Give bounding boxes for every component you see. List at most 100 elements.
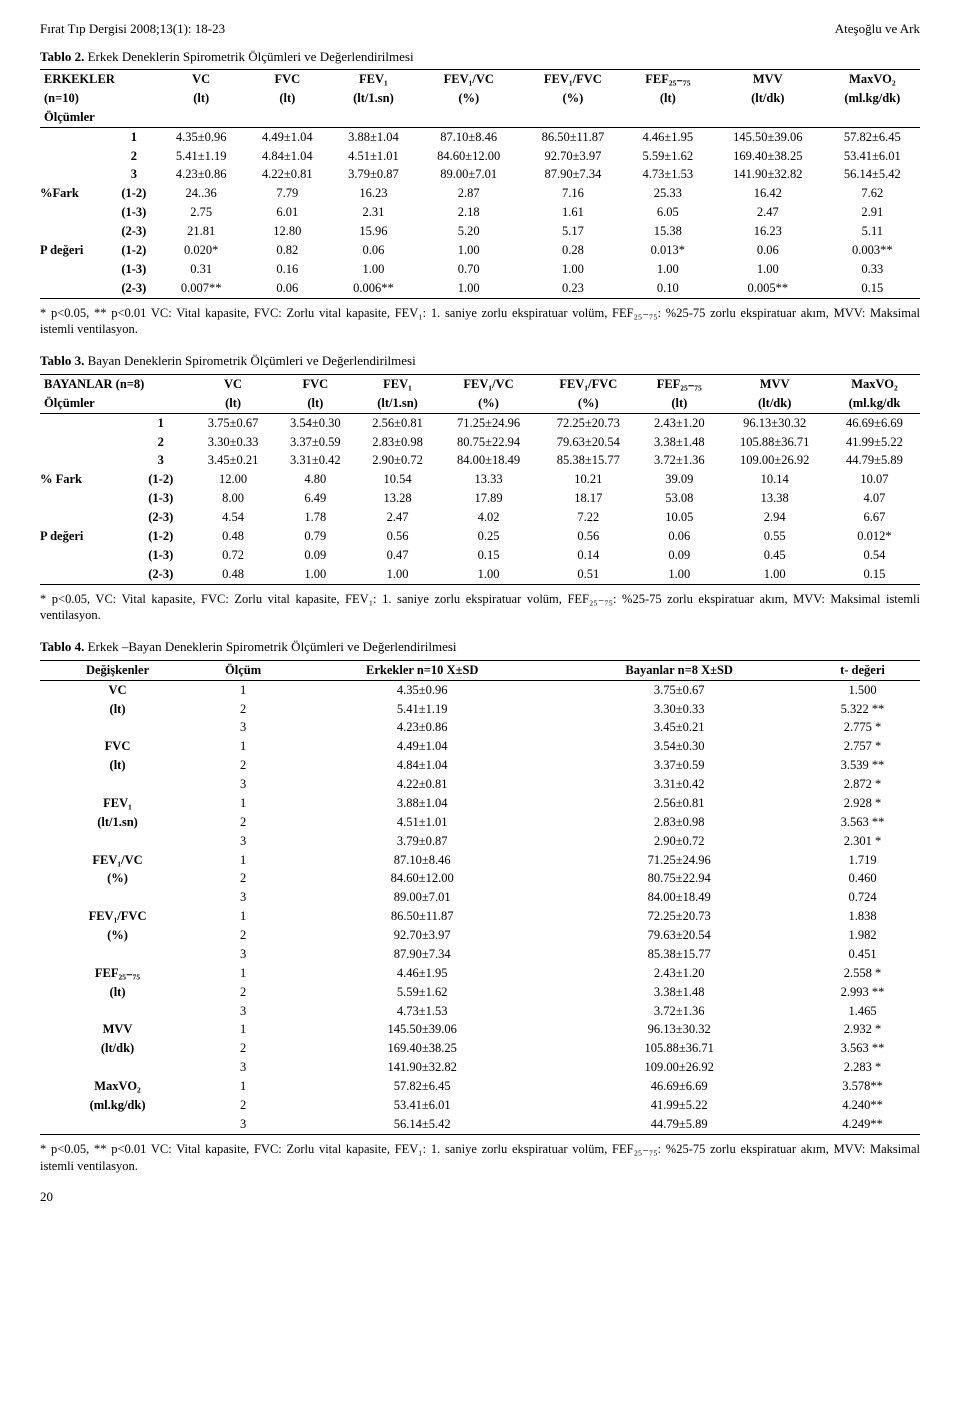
table-cell: % Fark — [40, 470, 130, 489]
table-cell: (1-3) — [130, 546, 192, 565]
table-cell — [40, 489, 130, 508]
col-subheader: (%) — [439, 394, 539, 413]
table-cell: 7.16 — [521, 184, 625, 203]
table-cell: (1-3) — [110, 260, 158, 279]
table-cell: FEV₁ — [40, 794, 195, 813]
table-cell: 16.42 — [711, 184, 825, 203]
table-cell: 1.00 — [720, 565, 829, 584]
col-header: Ölçüm — [195, 660, 291, 680]
table-cell: 4.84±1.04 — [244, 147, 330, 166]
table-cell: 15.96 — [330, 222, 416, 241]
table-cell — [40, 279, 110, 298]
table-cell: 21.81 — [158, 222, 244, 241]
table-cell: 3 — [195, 1002, 291, 1021]
table-cell: 4.46±1.95 — [625, 127, 711, 146]
table-cell: 0.70 — [416, 260, 521, 279]
table-cell: 1 — [195, 851, 291, 870]
col-header: FVC — [274, 374, 356, 393]
table-cell: 3.30±0.33 — [553, 700, 805, 719]
col-subheader: Ölçümler — [40, 394, 192, 413]
table-cell: 6.05 — [625, 203, 711, 222]
table-cell: 1.00 — [711, 260, 825, 279]
table-cell: 84.60±12.00 — [291, 869, 553, 888]
table3-caption-bold: Tablo 3. — [40, 353, 84, 368]
table-cell: 3 — [195, 945, 291, 964]
table-cell: 72.25±20.73 — [553, 907, 805, 926]
table-cell: 105.88±36.71 — [720, 433, 829, 452]
table-cell: 13.28 — [356, 489, 438, 508]
table2: ERKEKLERVCFVCFEV₁FEV₁/VCFEV₁/FVCFEF₂₅₋₇₅… — [40, 69, 920, 299]
col-header: VC — [158, 70, 244, 89]
table-cell: (lt/1.sn) — [40, 813, 195, 832]
col-header: Bayanlar n=8 X±SD — [553, 660, 805, 680]
table-cell: 3.45±0.21 — [553, 718, 805, 737]
table-cell: 4.51±1.01 — [330, 147, 416, 166]
table-cell: 2 — [195, 869, 291, 888]
table-cell: 10.05 — [638, 508, 720, 527]
col-header: Değişkenler — [40, 660, 195, 680]
col-subheader: (%) — [521, 89, 625, 108]
table-cell: 3.578** — [805, 1077, 920, 1096]
table-cell: 2.993 ** — [805, 983, 920, 1002]
table-cell: 79.63±20.54 — [538, 433, 638, 452]
table-cell: 4.02 — [439, 508, 539, 527]
table-cell: 3.37±0.59 — [553, 756, 805, 775]
table-cell: 56.14±5.42 — [291, 1115, 553, 1134]
col-subheader: (lt) — [625, 89, 711, 108]
table-cell: 2.75 — [158, 203, 244, 222]
table-cell: 6.67 — [829, 508, 920, 527]
col-header: FEV₁/VC — [416, 70, 521, 89]
table-cell: 84.00±18.49 — [439, 451, 539, 470]
table-cell: 3.79±0.87 — [291, 832, 553, 851]
table-cell: 4.49±1.04 — [291, 737, 553, 756]
table-cell: 0.14 — [538, 546, 638, 565]
table-cell: (lt) — [40, 756, 195, 775]
table-cell: 2 — [195, 1039, 291, 1058]
table-cell: 105.88±36.71 — [553, 1039, 805, 1058]
col-header: FEF₂₅₋₇₅ — [638, 374, 720, 393]
col-header: FVC — [244, 70, 330, 89]
table-cell: 0.47 — [356, 546, 438, 565]
table-cell: 0.006** — [330, 279, 416, 298]
table-cell: 1.00 — [356, 565, 438, 584]
table-cell: 3 — [110, 165, 158, 184]
col-header: FEV₁/FVC — [538, 374, 638, 393]
table-cell: 4.249** — [805, 1115, 920, 1134]
table-cell: 5.41±1.19 — [291, 700, 553, 719]
table-cell: 87.10±8.46 — [291, 851, 553, 870]
table-cell: 0.007** — [158, 279, 244, 298]
table-cell: 13.33 — [439, 470, 539, 489]
table-cell: 2.558 * — [805, 964, 920, 983]
col-subheader: (lt/1.sn) — [356, 394, 438, 413]
table-cell: 3 — [195, 1058, 291, 1077]
journal-ref: Fırat Tıp Dergisi 2008;13(1): 18-23 — [40, 20, 225, 38]
table-cell: 3.88±1.04 — [291, 794, 553, 813]
table-cell: 2.301 * — [805, 832, 920, 851]
table-cell: 2.87 — [416, 184, 521, 203]
table-cell: 2 — [195, 813, 291, 832]
table-cell: 3.38±1.48 — [553, 983, 805, 1002]
table-cell: 2.872 * — [805, 775, 920, 794]
table-cell: 1.465 — [805, 1002, 920, 1021]
table-cell: 3 — [195, 888, 291, 907]
col-header: ERKEKLER — [40, 70, 158, 89]
col-header: FEF₂₅₋₇₅ — [625, 70, 711, 89]
table-cell: 1.00 — [274, 565, 356, 584]
table-cell: 5.59±1.62 — [291, 983, 553, 1002]
table-cell: 39.09 — [638, 470, 720, 489]
table-cell: 5.20 — [416, 222, 521, 241]
table-cell: (%) — [40, 926, 195, 945]
table-cell: 2 — [195, 926, 291, 945]
table-cell: 16.23 — [711, 222, 825, 241]
table-cell: 6.49 — [274, 489, 356, 508]
table-cell: 1.00 — [625, 260, 711, 279]
col-header: MaxVO₂ — [829, 374, 920, 393]
table-cell: 0.25 — [439, 527, 539, 546]
table-cell: (2-3) — [110, 279, 158, 298]
table-cell: 3.563 ** — [805, 813, 920, 832]
table-cell: 3.563 ** — [805, 1039, 920, 1058]
table-cell — [40, 203, 110, 222]
table-cell: 0.55 — [720, 527, 829, 546]
table-cell: 0.15 — [439, 546, 539, 565]
table-cell: 44.79±5.89 — [829, 451, 920, 470]
